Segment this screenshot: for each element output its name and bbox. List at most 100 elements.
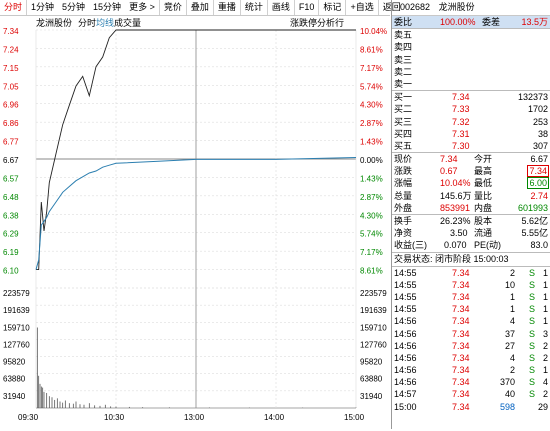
buy-level-row[interactable]: 买四 7.31 38 xyxy=(392,128,550,140)
toolbar-overlay-button[interactable]: 叠加 xyxy=(187,0,214,15)
percent-tick-label: 5.74% xyxy=(360,82,383,91)
toolbar-f10-button[interactable]: F10 xyxy=(295,0,320,15)
stat-value: 853991 xyxy=(440,202,471,213)
buy-price: 7.33 xyxy=(452,104,470,115)
stat-label: 总量 xyxy=(394,190,413,201)
stock-name: 龙洲股份 xyxy=(438,2,475,12)
trade-price: 7.34 xyxy=(452,340,470,351)
trade-tick-row: 14:56 7.34 4 S 2 xyxy=(392,352,550,364)
stat-label: 涨幅 xyxy=(394,178,413,189)
trade-side: S xyxy=(528,377,535,388)
percent-tick-label: 10.04% xyxy=(360,27,387,36)
trade-time: 14:56 xyxy=(394,340,417,351)
trade-volume: 4 xyxy=(509,352,515,363)
fundamental-stats: 换手 26.23% 股本 5.62亿 净资 3.50 流通 5.55亿 收益(三) 0.070… xyxy=(392,215,550,252)
stat-value: 601993 xyxy=(517,202,548,213)
toolbar-mark-button[interactable]: 标记 xyxy=(319,0,347,15)
trade-time: 15:00 xyxy=(394,401,417,412)
sell-4-label: 卖四 xyxy=(394,42,413,53)
trade-count: 2 xyxy=(542,352,548,363)
stat-label: 量比 xyxy=(474,190,493,201)
toolbar-tab-15min[interactable]: 15分钟 xyxy=(93,2,122,12)
trade-volume: 2 xyxy=(509,267,515,278)
buy-price: 7.30 xyxy=(452,140,470,151)
stat-label: 换手 xyxy=(394,216,413,226)
trade-price: 7.34 xyxy=(452,267,470,278)
stat-value: 3.50 xyxy=(450,228,468,239)
trade-tick-row: 14:56 7.34 4 S 1 xyxy=(392,315,550,327)
trade-time: 14:55 xyxy=(394,279,417,290)
trade-count: 1 xyxy=(542,316,548,327)
stat-value: 0.67 xyxy=(440,166,458,177)
sell-5-label: 卖五 xyxy=(394,30,413,41)
buy-price: 7.31 xyxy=(452,128,470,139)
toolbar-replay-button[interactable]: 重播 xyxy=(214,0,241,15)
toolbar-tab-intraday[interactable]: 分时 xyxy=(0,0,28,15)
quote-panel: 002682 龙洲股份 委比 100.00% 委差 13.5万 卖五 卖四 卖三… xyxy=(391,0,550,429)
volume-tick-label: 191639 xyxy=(3,306,30,315)
stat-value: 0.070 xyxy=(444,240,467,251)
buy-volume: 253 xyxy=(532,116,548,127)
price-tick-label: 6.38 xyxy=(3,211,19,220)
trade-price: 7.34 xyxy=(452,377,470,388)
trade-count: 2 xyxy=(542,389,548,400)
stat-value: 2.74 xyxy=(530,190,548,201)
price-line xyxy=(36,29,356,271)
buy-price: 7.34 xyxy=(452,92,470,103)
percent-tick-label: 7.17% xyxy=(360,248,383,257)
trade-count: 1 xyxy=(542,291,548,302)
stat-value: 5.55亿 xyxy=(521,228,548,239)
percent-tick-label: 4.30% xyxy=(360,101,383,110)
toolbar-stats-button[interactable]: 统计 xyxy=(241,0,268,15)
chart-axis-labels: 7.34 10.04% 7.24 8.61% 7.15 7.17% 7.05 5.74% 6.9… xyxy=(3,27,387,422)
quote-stats: 现价 7.34 今开 6.67 涨跌 0.67 最高 7.34 涨幅 10.04% 最低 6.00… xyxy=(392,153,550,214)
trade-volume: 40 xyxy=(504,389,515,400)
weibi-value: 100.00% xyxy=(440,17,476,27)
percent-tick-label: 8.61% xyxy=(360,45,383,54)
buy-volume: 1702 xyxy=(527,104,548,115)
chart-tab-avg[interactable]: 均线 xyxy=(96,17,114,28)
trade-tick-row: 14:56 7.34 27 S 2 xyxy=(392,340,550,352)
toolbar-tab-1min[interactable]: 1分钟 xyxy=(31,2,55,12)
quote-header: 002682 龙洲股份 xyxy=(392,0,550,16)
stat-label: 最低 xyxy=(474,178,493,189)
stat-value: 83.0 xyxy=(530,240,548,251)
trade-side: S xyxy=(528,365,535,376)
toolbar-more-menu[interactable]: 更多 > xyxy=(125,0,160,15)
price-tick-label: 6.48 xyxy=(3,193,19,202)
sell-levels: 卖五 卖四 卖三 卖二 卖一 xyxy=(392,29,550,90)
trade-volume: 10 xyxy=(504,279,515,290)
buy-level-row[interactable]: 买一 7.34 132373 xyxy=(392,91,550,103)
buy-label: 买三 xyxy=(394,116,413,127)
volume-tick-label: 95820 xyxy=(3,358,26,367)
percent-tick-label: 2.87% xyxy=(360,193,383,202)
price-tick-label: 7.05 xyxy=(3,82,19,91)
chart-tab-volume[interactable]: 成交量 xyxy=(114,17,141,28)
time-axis-label: 14:00 xyxy=(264,413,285,422)
trade-side: S xyxy=(528,328,535,339)
intraday-chart[interactable]: 龙洲股份 分时 均线 成交量 涨跌停分析行 7.34 10.04% 7.24 8.61… xyxy=(0,16,390,429)
percent-tick-label: 5.74% xyxy=(360,230,383,239)
toolbar-tab-5min[interactable]: 5分钟 xyxy=(62,2,86,12)
stat-value: 7.34 xyxy=(527,165,549,178)
stat-value: 6.00 xyxy=(527,177,549,190)
price-tick-label: 6.67 xyxy=(3,156,19,165)
toolbar-draw-button[interactable]: 画线 xyxy=(268,0,295,15)
trade-price: 7.34 xyxy=(452,328,470,339)
buy-level-row[interactable]: 买三 7.32 253 xyxy=(392,116,550,128)
volume-tick-label: 63880 xyxy=(360,375,383,384)
price-tick-label: 6.10 xyxy=(3,267,19,276)
toolbar-auction-button[interactable]: 竞价 xyxy=(160,0,187,15)
volume-tick-label: 95820 xyxy=(360,358,383,367)
trade-tick-row: 14:57 7.34 40 S 2 xyxy=(392,388,550,400)
trade-price: 7.34 xyxy=(452,352,470,363)
percent-tick-label: 2.87% xyxy=(360,119,383,128)
stat-label: PE(动) xyxy=(474,240,502,251)
buy-level-row[interactable]: 买二 7.33 1702 xyxy=(392,103,550,115)
toolbar-add-watchlist-button[interactable]: +自选 xyxy=(346,0,379,15)
chart-tab-intraday[interactable]: 分时 xyxy=(78,17,96,28)
trade-tick-row: 14:55 7.34 10 S 1 xyxy=(392,279,550,291)
price-tick-label: 6.57 xyxy=(3,174,19,183)
buy-level-row[interactable]: 买五 7.30 307 xyxy=(392,140,550,152)
stat-label: 流通 xyxy=(474,228,493,239)
